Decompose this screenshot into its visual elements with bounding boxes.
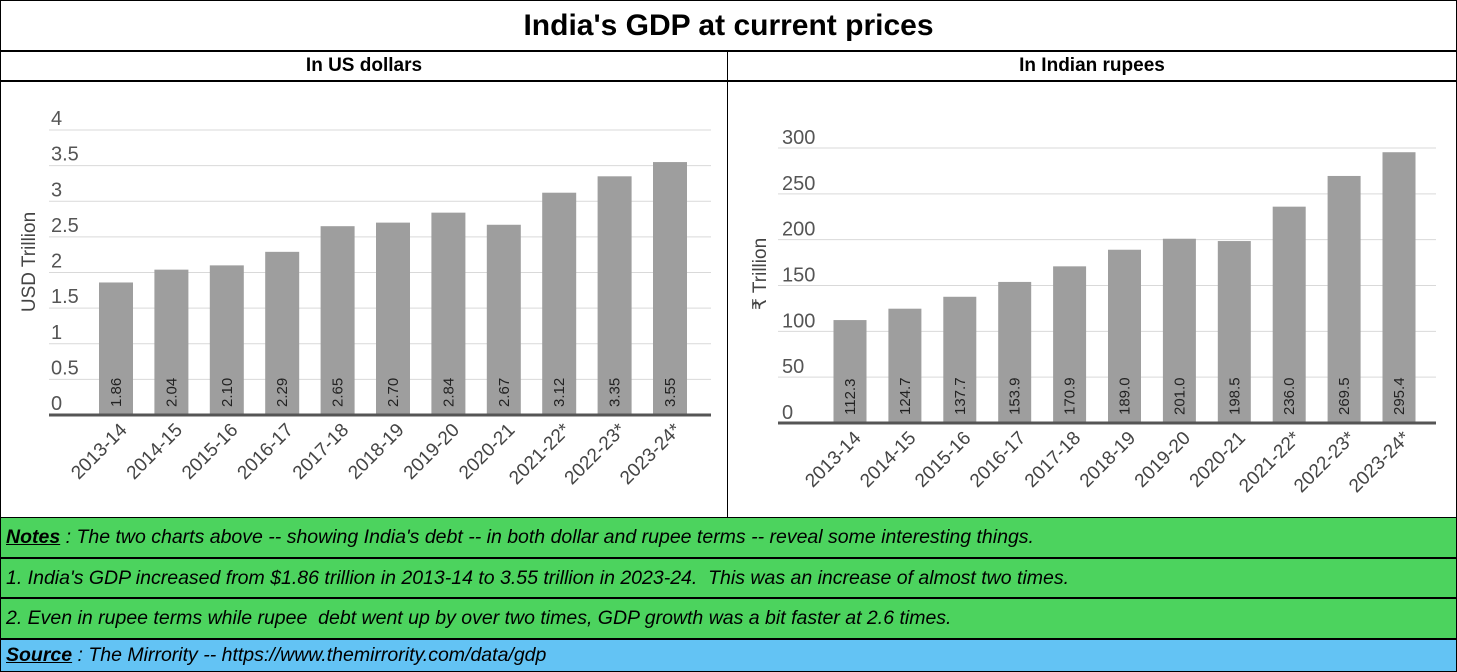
notes-lead: Notes [6,526,61,548]
y-tick-label: 3.5 [51,144,79,166]
bar [943,296,977,423]
data-label: 124.7 [897,377,914,415]
x-tick-label: 2018-19 [1076,428,1140,492]
data-label: 236.0 [1281,377,1298,415]
y-tick-label: 2.5 [51,215,79,237]
y-tick-label: 0 [782,402,793,424]
bar [1162,238,1196,423]
data-label: 2.70 [385,378,402,407]
data-label: 2.67 [496,378,513,407]
page-title: India's GDP at current prices [523,8,934,42]
notes-intro-text: : The two charts above -- showing India'… [60,526,1034,548]
y-tick-label: 2 [51,251,62,273]
inr-gdp-chart: 0 50 100 150 200 250 300 112.3 2013-14 124.7 2014-… [750,127,1436,497]
note-1-row: 1. India's GDP increased from $1.86 tril… [0,558,1457,598]
right-chart-header: In Indian rupees [727,51,1457,82]
usd-gdp-chart: 00.511.522.533.541.862013-142.042014-152… [19,108,711,489]
bar [1053,266,1087,423]
bar [431,212,466,415]
data-label: 112.3 [842,379,859,415]
bar [998,281,1032,423]
bar [1272,206,1306,423]
bar [542,192,577,415]
note-1-text: 1. India's GDP increased from $1.86 tril… [6,566,1070,589]
data-label: 295.4 [1391,377,1408,415]
bar [1217,241,1251,423]
x-tick-label: 2018-19 [344,420,408,484]
x-tick-label: 2014-15 [856,428,920,492]
bar [265,251,300,415]
left-chart-header: In US dollars [0,51,728,82]
bar [320,226,355,415]
x-tick-label: 2023-24* [1345,427,1415,497]
y-tick-label: 200 [782,219,815,241]
bar [1327,175,1361,423]
bar [209,265,244,415]
data-label: 2.10 [219,378,236,407]
inr-chart-panel: 0 50 100 150 200 250 300 112.3 2013-14 124.7 2014-… [727,81,1457,518]
x-tick-label: 2017-18 [1021,428,1085,492]
y-tick-label: 150 [782,265,815,287]
source-text: : The Mirrority -- https://www.themirror… [72,644,547,666]
x-tick-label: 2015-16 [911,428,975,492]
bar [154,269,189,415]
data-label: 2.29 [274,378,291,407]
x-tick-label: 2016-17 [234,420,298,484]
y-tick-label: 100 [782,310,815,332]
x-tick-label: 2013-14 [801,427,865,491]
left-chart-title: In US dollars [305,55,423,76]
data-label: 2.04 [163,378,180,407]
x-tick-label: 2014-15 [123,420,187,484]
y-tick-label: 4 [51,108,62,130]
x-tick-label: 2017-18 [289,420,353,484]
x-tick-label: 2019-20 [400,420,464,484]
x-tick-label: 2015-16 [178,420,242,484]
x-tick-label: 2013-14 [67,419,131,483]
bar [486,224,521,415]
y-tick-label: 0.5 [51,357,79,379]
data-label: 170.9 [1062,377,1079,415]
bar [597,176,632,415]
y-axis-title: ₹ Trillion [750,238,771,310]
data-label: 153.9 [1007,377,1024,415]
data-label: 1.86 [108,378,125,407]
note-2-text: 2. Even in rupee terms while rupee debt … [6,607,952,629]
data-label: 137.7 [952,377,969,415]
bar [653,162,687,415]
x-tick-label: 2019-20 [1131,428,1195,492]
bar [1382,152,1416,423]
bar [1108,249,1141,423]
bar [888,308,922,423]
source-lead: Source [6,644,73,666]
note-2-row: 2. Even in rupee terms while rupee debt … [0,598,1457,639]
x-tick-label: 2023-24* [616,419,686,489]
y-tick-label: 1.5 [51,286,79,308]
data-label: 198.5 [1226,377,1243,415]
x-tick-label: 2016-17 [966,428,1030,492]
right-chart-title: In Indian rupees [1019,55,1165,76]
data-label: 3.12 [551,378,568,407]
y-tick-label: 250 [782,173,815,195]
data-label: 201.0 [1171,377,1188,415]
y-tick-label: 50 [782,356,804,378]
y-axis-title: USD Trillion [19,212,40,312]
y-tick-label: 3 [51,179,62,201]
data-label: 2.65 [330,378,347,407]
data-label: 269.5 [1336,377,1353,415]
data-label: 3.55 [662,378,679,407]
data-label: 2.84 [440,378,457,407]
y-tick-label: 1 [51,322,62,344]
y-tick-label: 300 [782,127,815,149]
notes-intro-row: Notes : The two charts above -- showing … [0,517,1457,558]
data-label: 3.35 [607,378,624,407]
source-row: Source : The Mirrority -- https://www.th… [0,639,1457,672]
bar [376,222,410,415]
y-tick-label: 0 [51,393,62,415]
data-label: 189.0 [1117,377,1134,415]
usd-chart-panel: 0 0.5 1 1.5 2 2.5 3 3.5 4 1.86 2013-14 2.04 2014-15 2… [0,81,728,518]
bar [99,282,133,415]
bar [833,320,867,423]
title-banner: India's GDP at current prices [0,0,1457,52]
